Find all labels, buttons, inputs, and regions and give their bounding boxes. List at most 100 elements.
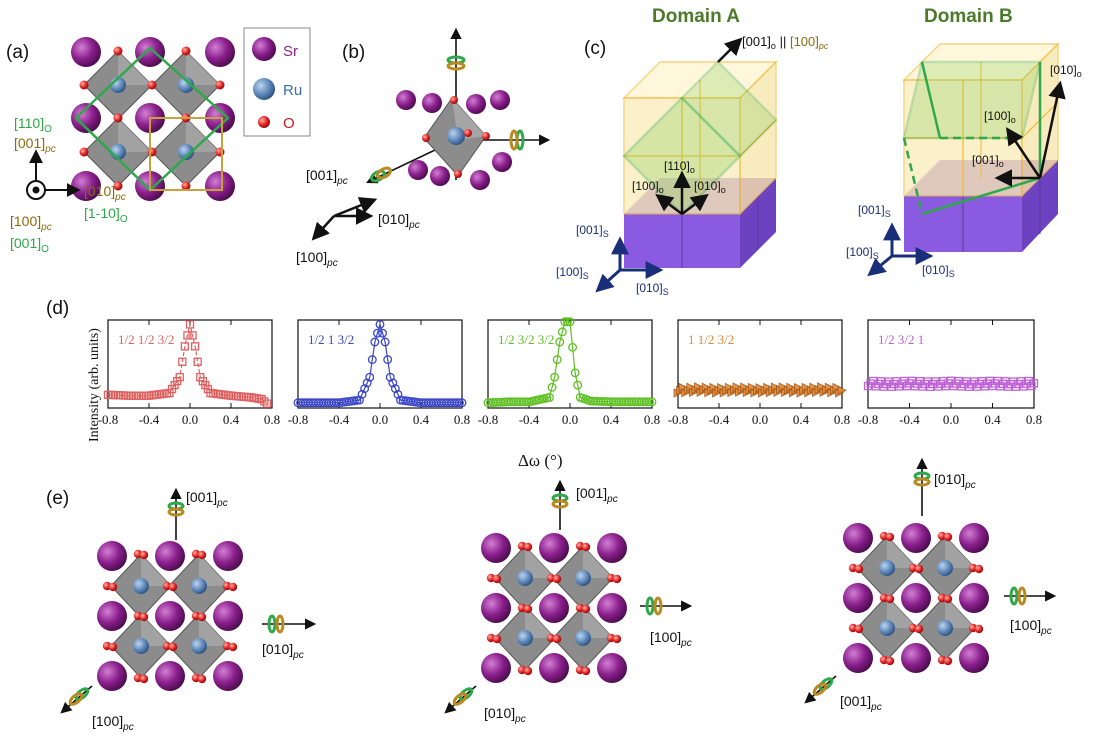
data-point: [879, 382, 888, 391]
data-point: [390, 384, 400, 394]
sr-atom: [901, 643, 931, 673]
pseudocubic-cell-outline: [149, 117, 223, 191]
panel-label-c: (c): [584, 38, 606, 59]
o-atom: [108, 642, 118, 652]
rotation-symbol: [653, 596, 663, 616]
panel-label-d: (d): [46, 298, 69, 319]
label-b-100pc: [100]pc: [296, 249, 338, 269]
data-point: [936, 379, 945, 388]
tick-label: 0.4: [413, 412, 430, 427]
data-point: [545, 392, 554, 402]
rotation-symbol: [167, 507, 185, 517]
tick-label: 0.8: [644, 412, 660, 427]
o-atom: [974, 564, 984, 574]
rotation-symbol: [551, 499, 569, 509]
rotation-symbol: [458, 687, 474, 701]
x-axis-label: Δω (°): [518, 451, 563, 470]
ru-atom: [937, 620, 953, 636]
data-point: [918, 382, 927, 391]
sr-atom: [901, 583, 931, 613]
rotation-symbol: [812, 682, 828, 696]
data-point: [983, 379, 992, 388]
o-atom: [228, 642, 238, 652]
tick-label: -0.8: [478, 412, 499, 427]
label-c-s001-b: [001]S: [858, 203, 891, 219]
data-point: [887, 382, 896, 391]
label-e2-right: [100]pc: [650, 629, 692, 649]
tick-label: -0.4: [329, 412, 350, 427]
out-of-plane-dot: [32, 186, 40, 194]
data-point: [562, 317, 572, 327]
o-atom: [523, 604, 533, 614]
data-point: [1003, 382, 1013, 391]
data-point: [262, 399, 272, 408]
o-atom: [181, 46, 191, 56]
o-atom: [581, 542, 591, 552]
data-point: [933, 382, 943, 391]
sr-atom: [597, 533, 627, 563]
sr-atom: [213, 661, 243, 691]
o-atom: [113, 113, 123, 123]
data-point: [967, 380, 976, 389]
data-point: [393, 389, 403, 399]
o-atom: [215, 147, 225, 157]
panel-label-e: (e): [46, 488, 69, 509]
ru-atom: [517, 630, 533, 646]
plot-frame: [297, 319, 463, 409]
o-atom: [147, 80, 157, 90]
data-point: [988, 381, 997, 391]
o-atom: [113, 46, 123, 56]
data-point: [996, 382, 1005, 391]
data-point: [910, 382, 919, 391]
legend-label-sr: Sr: [283, 43, 298, 60]
rotation-symbol: [267, 614, 277, 634]
legend-label-o: O: [283, 115, 295, 132]
ru-atom: [178, 144, 194, 160]
rotation-symbol: [68, 692, 84, 706]
data-point: [975, 379, 984, 389]
label-c-b010o: [010]o: [1050, 63, 1082, 79]
tick-label: 0.0: [943, 412, 959, 427]
domain-b-block: [902, 42, 1066, 252]
data-point: [923, 377, 932, 386]
tick-label: 0.8: [1026, 412, 1042, 427]
rotation-symbol: [452, 692, 468, 706]
sr-atom: [959, 643, 989, 673]
o-atom: [147, 147, 157, 157]
ru-atom: [178, 77, 194, 93]
o-atom: [215, 80, 225, 90]
o-atom: [974, 624, 984, 634]
data-point: [372, 328, 382, 338]
o-atom: [168, 642, 178, 652]
tick-label: 0.4: [984, 412, 1001, 427]
label-e2-diag: [010]pc: [484, 705, 526, 725]
o-atom: [139, 612, 149, 622]
sr-atom: [135, 37, 165, 67]
sr-atom: [155, 601, 185, 631]
label-c-010o: [010]o: [694, 179, 726, 195]
data-point: [1027, 381, 1036, 391]
label-e1-up: [001]pc: [186, 489, 228, 509]
data-point: [931, 377, 940, 386]
tick-label: 0.0: [372, 412, 388, 427]
reflection-label: 1/2 3/2 3/2: [498, 332, 554, 347]
sr-atom: [155, 541, 185, 571]
label-e1-right: [010]pc: [262, 641, 304, 661]
label-b-010pc: [010]pc: [378, 211, 420, 231]
rotation-symbol: [1009, 586, 1019, 606]
data-point: [1014, 379, 1023, 389]
data-point: [957, 382, 966, 391]
ru-atom: [191, 638, 207, 654]
o-atom: [581, 666, 591, 676]
o-atom: [113, 181, 123, 191]
sr-atom: [843, 523, 873, 553]
sr-atom: [901, 523, 931, 553]
data-point: [900, 376, 909, 386]
o-atom: [108, 582, 118, 592]
axis-b-001: [333, 197, 378, 218]
o-atom: [228, 582, 238, 592]
data-point: [1024, 376, 1033, 386]
sr-atom: [155, 661, 185, 691]
data-point: [837, 385, 847, 396]
